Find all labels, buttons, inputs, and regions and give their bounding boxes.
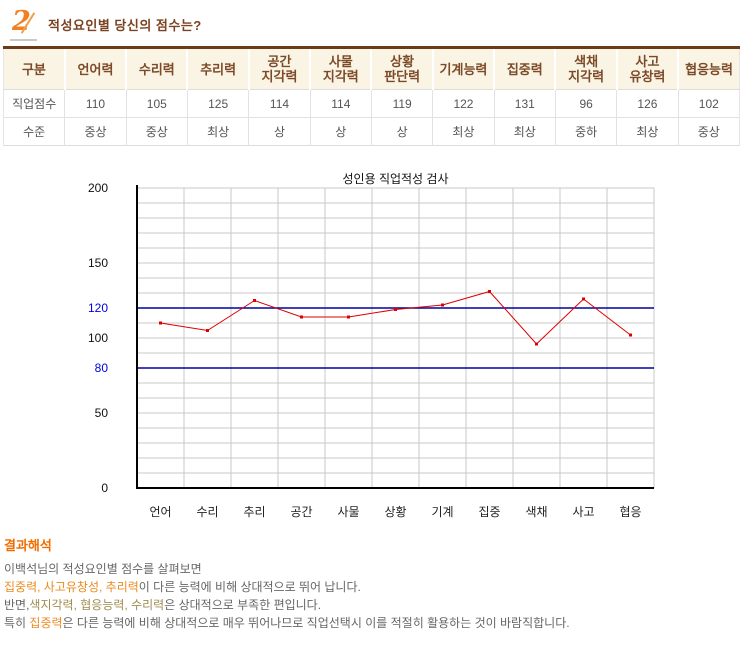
- data-point-marker: [441, 303, 444, 307]
- table-cell: 114: [310, 89, 372, 118]
- table-row-1: 수준 중상 중상 최상 상 상 상 최상 최상 중하 최상 중상: [3, 117, 740, 146]
- data-point-marker: [206, 329, 209, 332]
- data-point-marker: [253, 299, 256, 302]
- table-cell: 105: [126, 89, 188, 118]
- data-point-marker: [535, 342, 538, 346]
- section-number-icon: 2: [8, 7, 40, 41]
- section-header: 2 적성요인별 당신의 점수는?: [0, 0, 743, 42]
- column-header-7: 집중력: [494, 47, 557, 90]
- data-point-marker: [629, 333, 632, 337]
- table-cell: 최상: [187, 117, 250, 146]
- table-cell: 114: [248, 89, 311, 118]
- result-analysis: 결과해석 이백석님의 적성요인별 점수를 살펴보면 집중력, 사고유창성, 추리…: [4, 537, 743, 632]
- column-header-6: 기계능력: [432, 47, 496, 90]
- best-ability: 집중력: [29, 616, 63, 630]
- x-category-label: 수리: [196, 505, 218, 519]
- data-point-marker: [394, 308, 397, 311]
- y-tick-label: 80: [95, 361, 109, 375]
- data-point-marker: [159, 321, 162, 325]
- score-table-head: 구분 언어력 수리력 추리력 공간 지각력 사물 지각력 상황 판단력 기계능력 집중력 색채 지…: [3, 47, 740, 90]
- x-category-label: 기계: [431, 505, 453, 519]
- table-cell: 96: [555, 89, 618, 118]
- column-header-0: 언어력: [64, 47, 128, 90]
- analysis-line-4: 특히 집중력은 다른 능력에 비해 상대적으로 매우 뛰어나므로 직업선택시 이…: [4, 616, 570, 630]
- table-cell: 125: [187, 89, 250, 118]
- x-category-label: 사물: [337, 505, 359, 519]
- table-cell: 중상: [678, 117, 740, 146]
- data-point-marker: [347, 315, 350, 319]
- y-tick-label: 150: [88, 256, 108, 270]
- data-point-marker: [488, 290, 491, 293]
- column-header-10: 협응능력: [678, 47, 740, 90]
- x-category-label: 상황: [384, 505, 406, 519]
- analysis-line-3: 반면,색지각력, 협응능력, 수리력은 상대적으로 부족한 편입니다.: [4, 598, 322, 612]
- column-header-1: 수리력: [126, 47, 189, 90]
- analysis-line-2: 집중력, 사고유창성, 추리력이 다른 능력에 비해 상대적으로 뛰어 납니다.: [4, 580, 361, 594]
- aptitude-line-chart: 0 50 80 100 120 150 200 언어 수리 추리 공간 사물 상황 기계 집중 색채 사고 협응 성…: [75, 168, 675, 528]
- y-tick-label: 100: [88, 331, 108, 345]
- score-table: 구분 언어력 수리력 추리력 공간 지각력 사물 지각력 상황 판단력 기계능력 집중력 색채 지…: [3, 46, 740, 146]
- x-category-label: 집중: [478, 505, 500, 519]
- table-row-0: 직업점수 110 105 125 114 114 119 122 131 96 126 102: [3, 89, 740, 118]
- table-cell: 126: [616, 89, 679, 118]
- analysis-line-1: 이백석님의 적성요인별 점수를 살펴보면: [4, 562, 202, 576]
- y-tick-label: 200: [88, 181, 108, 195]
- column-header-5: 상황 판단력: [371, 47, 434, 90]
- table-cell: 119: [371, 89, 434, 118]
- x-category-label: 언어: [149, 505, 171, 519]
- chart-title: 성인용 직업적성 검사: [342, 172, 448, 186]
- column-header-3: 공간 지각력: [248, 47, 312, 90]
- table-header-row: 구분 언어력 수리력 추리력 공간 지각력 사물 지각력 상황 판단력 기계능력 집중력 색채 지…: [3, 47, 740, 90]
- x-category-label: 색채: [525, 505, 547, 519]
- x-category-label: 협응: [619, 505, 641, 519]
- row-label: 직업점수: [3, 89, 66, 118]
- analysis-heading: 결과해석: [4, 538, 52, 553]
- table-cell: 131: [494, 89, 556, 118]
- table-cell: 최상: [616, 117, 679, 146]
- weak-abilities: 색지각력, 협응능력, 수리력: [29, 598, 165, 612]
- table-cell: 122: [432, 89, 495, 118]
- table-cell: 중상: [126, 117, 188, 146]
- table-cell: 최상: [432, 117, 495, 146]
- table-cell: 102: [678, 89, 740, 118]
- column-header-2: 추리력: [187, 47, 250, 90]
- y-tick-label: 120: [88, 301, 108, 315]
- column-header-9: 사고 유창력: [616, 47, 680, 90]
- section-number-underline: [10, 39, 37, 41]
- table-cell: 상: [371, 117, 434, 146]
- table-cell: 중상: [64, 117, 127, 146]
- y-tick-label: 50: [95, 406, 109, 420]
- chart-canvas: 0 50 80 100 120 150 200 언어 수리 추리 공간 사물 상황 기계 집중 색채 사고 협응 성…: [88, 172, 655, 519]
- section-title: 적성요인별 당신의 점수는?: [48, 17, 202, 33]
- table-cell: 최상: [494, 117, 556, 146]
- row-label: 수준: [3, 117, 66, 146]
- table-cell: 상: [248, 117, 311, 146]
- strong-abilities: 집중력, 사고유창성, 추리력: [4, 580, 139, 594]
- x-category-label: 공간: [290, 505, 312, 519]
- score-table-body: 직업점수 110 105 125 114 114 119 122 131 96 126 102 수준 중상…: [3, 89, 740, 146]
- column-header-corner: 구분: [3, 47, 66, 90]
- x-category-label: 추리: [243, 505, 265, 519]
- column-header-4: 사물 지각력: [310, 47, 373, 90]
- data-point-marker: [582, 297, 585, 301]
- section-number: 2: [12, 6, 31, 37]
- x-category-label: 사고: [572, 505, 594, 519]
- data-point-marker: [300, 315, 303, 319]
- column-header-8: 색채 지각력: [555, 47, 618, 90]
- table-cell: 중하: [555, 117, 618, 146]
- table-cell: 상: [310, 117, 372, 146]
- table-cell: 110: [64, 89, 127, 118]
- y-tick-label: 0: [101, 481, 108, 495]
